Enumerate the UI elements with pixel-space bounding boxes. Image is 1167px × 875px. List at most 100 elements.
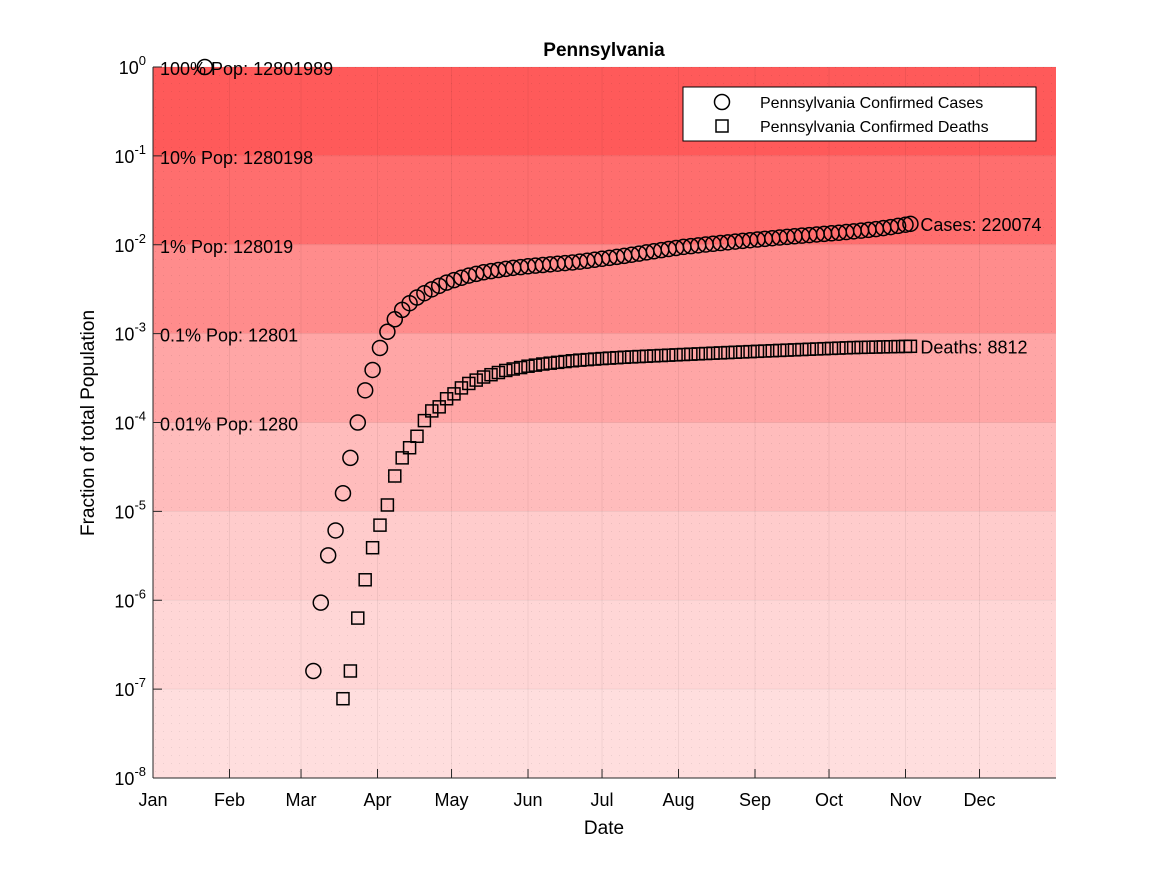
x-tick-label: Jun — [514, 790, 543, 810]
case-point — [423, 281, 441, 298]
y-tick-exponent: -2 — [134, 231, 146, 246]
case-point — [196, 58, 214, 76]
death-point — [506, 362, 520, 376]
x-tick-label: Dec — [964, 790, 996, 810]
death-point — [439, 392, 454, 406]
death-point — [832, 341, 846, 355]
population-bands — [153, 67, 1056, 778]
legend-box — [682, 86, 1037, 142]
death-point — [573, 353, 587, 367]
death-point — [499, 363, 513, 378]
death-point — [373, 518, 387, 532]
death-point — [513, 360, 528, 375]
y-tick-exponent: -8 — [134, 764, 146, 779]
death-point — [647, 349, 661, 363]
death-point — [351, 611, 365, 625]
case-point — [902, 215, 919, 233]
case-point — [319, 547, 337, 564]
end-labels: Cases: 220074 Deaths: 8812 — [920, 215, 1041, 357]
x-tick-label: Oct — [815, 790, 843, 810]
death-point — [758, 344, 772, 358]
cases-series — [196, 58, 919, 680]
x-tick-label: Nov — [889, 790, 921, 810]
deaths-end-label: Deaths: 8812 — [920, 337, 1027, 357]
death-point — [543, 356, 557, 370]
death-point — [484, 367, 498, 382]
y-tick-label: 10-6 — [114, 586, 146, 611]
death-point — [743, 344, 757, 359]
death-point — [617, 350, 631, 365]
x-tick-label: Mar — [286, 790, 317, 810]
death-point — [735, 345, 750, 359]
death-point — [491, 365, 506, 380]
y-tick-base: 10 — [114, 769, 134, 789]
death-point — [661, 348, 676, 362]
death-point — [536, 357, 550, 371]
death-point — [787, 343, 802, 357]
x-tick-label: Apr — [364, 790, 392, 810]
y-tick-label: 10-8 — [114, 764, 146, 789]
x-tick-label: Sep — [739, 790, 771, 810]
case-point — [430, 277, 448, 295]
death-point — [595, 351, 609, 366]
death-point — [772, 343, 787, 358]
death-point — [698, 346, 713, 361]
death-point — [706, 346, 720, 360]
chart-title: Pennsylvania — [543, 40, 665, 61]
death-point — [802, 342, 817, 357]
death-point — [780, 343, 794, 357]
y-tick-base: 10 — [114, 325, 134, 345]
legend: Pennsylvania Confirmed Cases Pennsylvania… — [682, 86, 1037, 142]
death-point — [846, 340, 861, 355]
death-point — [817, 341, 831, 356]
band-label: 0.01% Pop: 1280 — [160, 415, 298, 435]
grid-lines — [152, 66, 1056, 779]
death-point — [395, 451, 409, 465]
case-point — [364, 361, 381, 379]
death-point — [521, 359, 535, 373]
case-point — [371, 339, 389, 357]
death-point — [713, 346, 728, 360]
y-tick-label: 10-1 — [114, 142, 146, 167]
death-point — [876, 340, 891, 354]
x-tick-label: May — [435, 790, 469, 810]
x-tick-label: Feb — [214, 790, 245, 810]
death-point — [432, 400, 446, 414]
case-point — [438, 274, 455, 291]
death-point — [809, 342, 824, 356]
y-tick-exponent: -5 — [134, 497, 146, 512]
death-point — [550, 355, 565, 370]
death-point — [869, 340, 883, 354]
y-axis-label: Fraction of total Population — [78, 310, 99, 536]
death-point — [402, 440, 417, 455]
y-tick-base: 10 — [114, 591, 134, 611]
death-point — [750, 344, 765, 359]
y-tick-exponent: -3 — [134, 320, 146, 335]
case-point — [889, 217, 907, 235]
x-tick-label: Jul — [591, 790, 614, 810]
case-point — [379, 323, 396, 340]
death-point — [624, 350, 639, 364]
y-tick-base: 10 — [114, 680, 134, 700]
series — [196, 58, 919, 706]
y-tick-base: 10 — [119, 58, 139, 78]
y-tick-label: 10-4 — [114, 409, 146, 434]
death-point — [580, 352, 594, 367]
legend-square-icon — [715, 119, 729, 133]
x-axis-label: Date — [584, 818, 624, 839]
death-point — [676, 347, 691, 362]
death-point — [358, 573, 372, 587]
y-tick-label: 10-5 — [114, 497, 146, 522]
death-point — [476, 370, 491, 384]
y-tick-label: 100 — [119, 53, 146, 78]
death-point — [903, 339, 918, 354]
axes: Jan Feb Mar Apr May Jun Jul Aug Sep Oct Nov Dec1001… — [114, 53, 1056, 810]
death-point — [365, 540, 380, 555]
y-tick-exponent: -1 — [134, 142, 146, 157]
case-point — [349, 414, 367, 431]
death-point — [336, 691, 350, 706]
death-point — [380, 498, 395, 512]
y-tick-base: 10 — [114, 414, 134, 434]
death-point — [410, 429, 424, 444]
